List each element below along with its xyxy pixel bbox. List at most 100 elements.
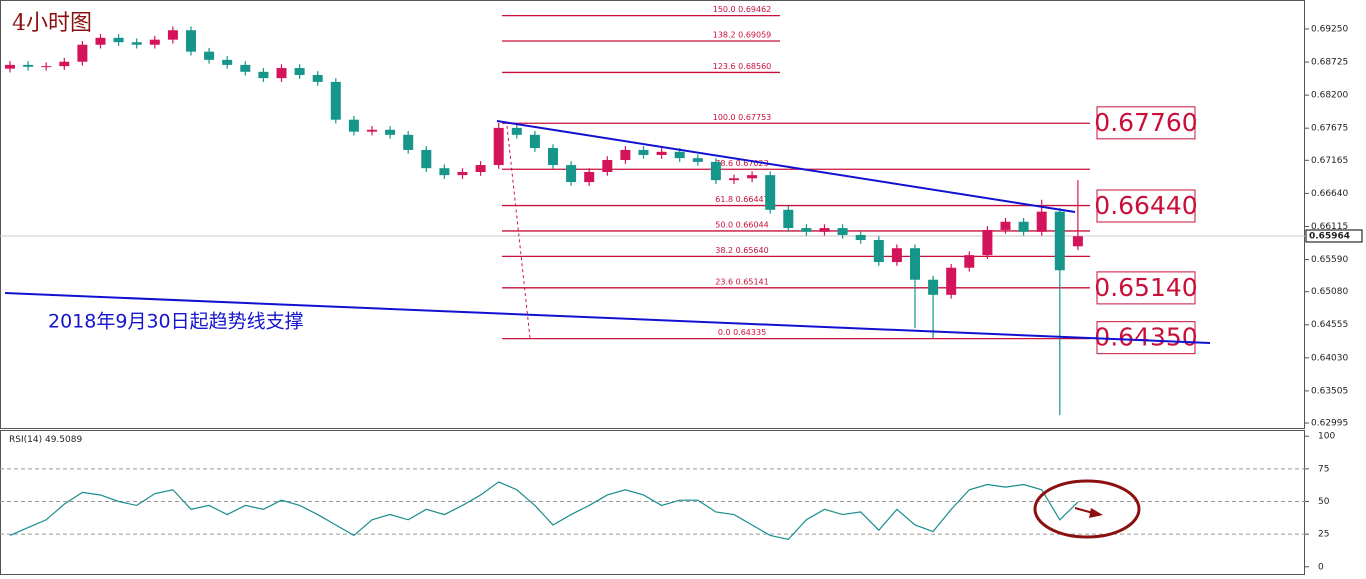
candle-body [602, 160, 613, 172]
candle-body [276, 68, 287, 79]
candle-body [439, 168, 450, 176]
candle-body [783, 209, 794, 229]
candle-body [204, 51, 215, 60]
candle-body [674, 151, 685, 159]
candle-body [964, 255, 975, 268]
candle-body [710, 161, 721, 181]
candle-body [656, 151, 667, 155]
candle-body [982, 229, 993, 256]
y-tick-label: 0 [1318, 562, 1324, 572]
candle-body [529, 134, 540, 149]
candle-body [801, 228, 812, 232]
y-tick-label: 0.68200 [1311, 91, 1348, 101]
y-tick-label: 0.66640 [1311, 189, 1348, 199]
candle-body [41, 66, 52, 68]
level-box [1096, 189, 1196, 223]
y-tick-label: 0.67165 [1311, 156, 1348, 166]
y-tick-label: 0.64030 [1311, 353, 1348, 363]
y-tick-label: 0.69250 [1311, 24, 1348, 34]
candle-body [928, 279, 939, 295]
candle-body [1072, 236, 1083, 247]
fib-label: 38.2 0.65640 [715, 246, 768, 255]
candle-body [1018, 221, 1029, 232]
fib-label: 123.6 0.68560 [713, 62, 772, 71]
candle-body [837, 228, 848, 235]
y-tick-label: 0.68725 [1311, 58, 1348, 68]
rsi-label: RSI(14) 49.5089 [9, 435, 82, 445]
annotation: 2018年9月30日起趋势线支撑 [48, 311, 304, 333]
fib-label: 61.8 0.66447 [715, 195, 768, 204]
fib-label: 150.0 0.69462 [713, 5, 772, 14]
candle-body [457, 171, 468, 176]
arrow [1074, 507, 1094, 514]
y-tick-label: 50 [1318, 497, 1330, 507]
candle-body [131, 42, 142, 45]
current-price-box [1305, 229, 1363, 243]
level-label: 0.66440 [1094, 191, 1197, 220]
candle-body [511, 127, 522, 135]
fib-label: 100.0 0.67753 [713, 113, 772, 122]
candle-body [421, 149, 432, 169]
fib-label: 23.6 0.65141 [715, 277, 768, 286]
y-tick-label: 25 [1318, 530, 1329, 540]
candle-body [294, 68, 305, 75]
candle-body [566, 165, 577, 183]
candle-body [910, 248, 920, 280]
rsi-line [9, 481, 1079, 541]
fib-label: 0.0 0.64335 [718, 328, 766, 337]
candle-body [1054, 211, 1065, 271]
candle-body [891, 248, 902, 263]
level-box [1096, 321, 1196, 355]
support-line [4, 292, 1211, 344]
candle-body [113, 37, 124, 43]
candle-body [584, 171, 595, 183]
rsi-panel [0, 430, 1305, 575]
y-tick-label: 0.65590 [1311, 255, 1348, 265]
level-box [1096, 271, 1196, 305]
candle-body [77, 44, 88, 62]
y-tick-label: 0.63505 [1311, 386, 1348, 396]
candle-body [548, 148, 558, 166]
candle-body [222, 59, 233, 65]
candle-body [638, 149, 649, 155]
candle-body [1000, 221, 1011, 230]
trend-line [496, 120, 1076, 213]
candle-body [95, 37, 106, 45]
rsi-value: 49.5089 [45, 435, 82, 445]
candle-body [475, 165, 486, 172]
current-price-label: 0.65964 [1309, 231, 1350, 241]
candle-body [258, 71, 269, 79]
y-tick-label: 0.66115 [1311, 222, 1348, 232]
candle-body [403, 134, 414, 150]
candle-body [385, 129, 396, 135]
y-tick-label: 100 [1318, 432, 1335, 442]
candle-body [167, 30, 178, 40]
level-label: 0.65140 [1094, 273, 1197, 302]
candle-body [819, 228, 830, 232]
candle-body [149, 39, 160, 45]
candle-body [312, 74, 323, 82]
level-box [1096, 106, 1196, 140]
chart-title: 4小时图 [12, 11, 92, 36]
candle-body [59, 61, 70, 67]
candle-body [493, 127, 504, 166]
candle-body [330, 81, 341, 120]
candle-body [946, 267, 957, 295]
candle-body [1036, 211, 1047, 232]
candle-body [348, 119, 359, 132]
candle-body [367, 129, 377, 132]
candle-body [855, 234, 866, 241]
fib-label: 138.2 0.69059 [713, 31, 772, 40]
candle-body [765, 175, 776, 210]
level-label: 0.67760 [1094, 108, 1197, 137]
candle-body [620, 149, 631, 161]
y-tick-label: 75 [1318, 464, 1329, 474]
candle-body [873, 240, 884, 263]
candle-body [747, 175, 758, 179]
fib-label: 50.0 0.66044 [715, 220, 768, 229]
candle-body [186, 30, 196, 52]
y-tick-label: 0.62995 [1311, 419, 1348, 429]
y-tick-label: 0.64555 [1311, 320, 1348, 330]
rsi-title: RSI(14) [9, 435, 42, 445]
